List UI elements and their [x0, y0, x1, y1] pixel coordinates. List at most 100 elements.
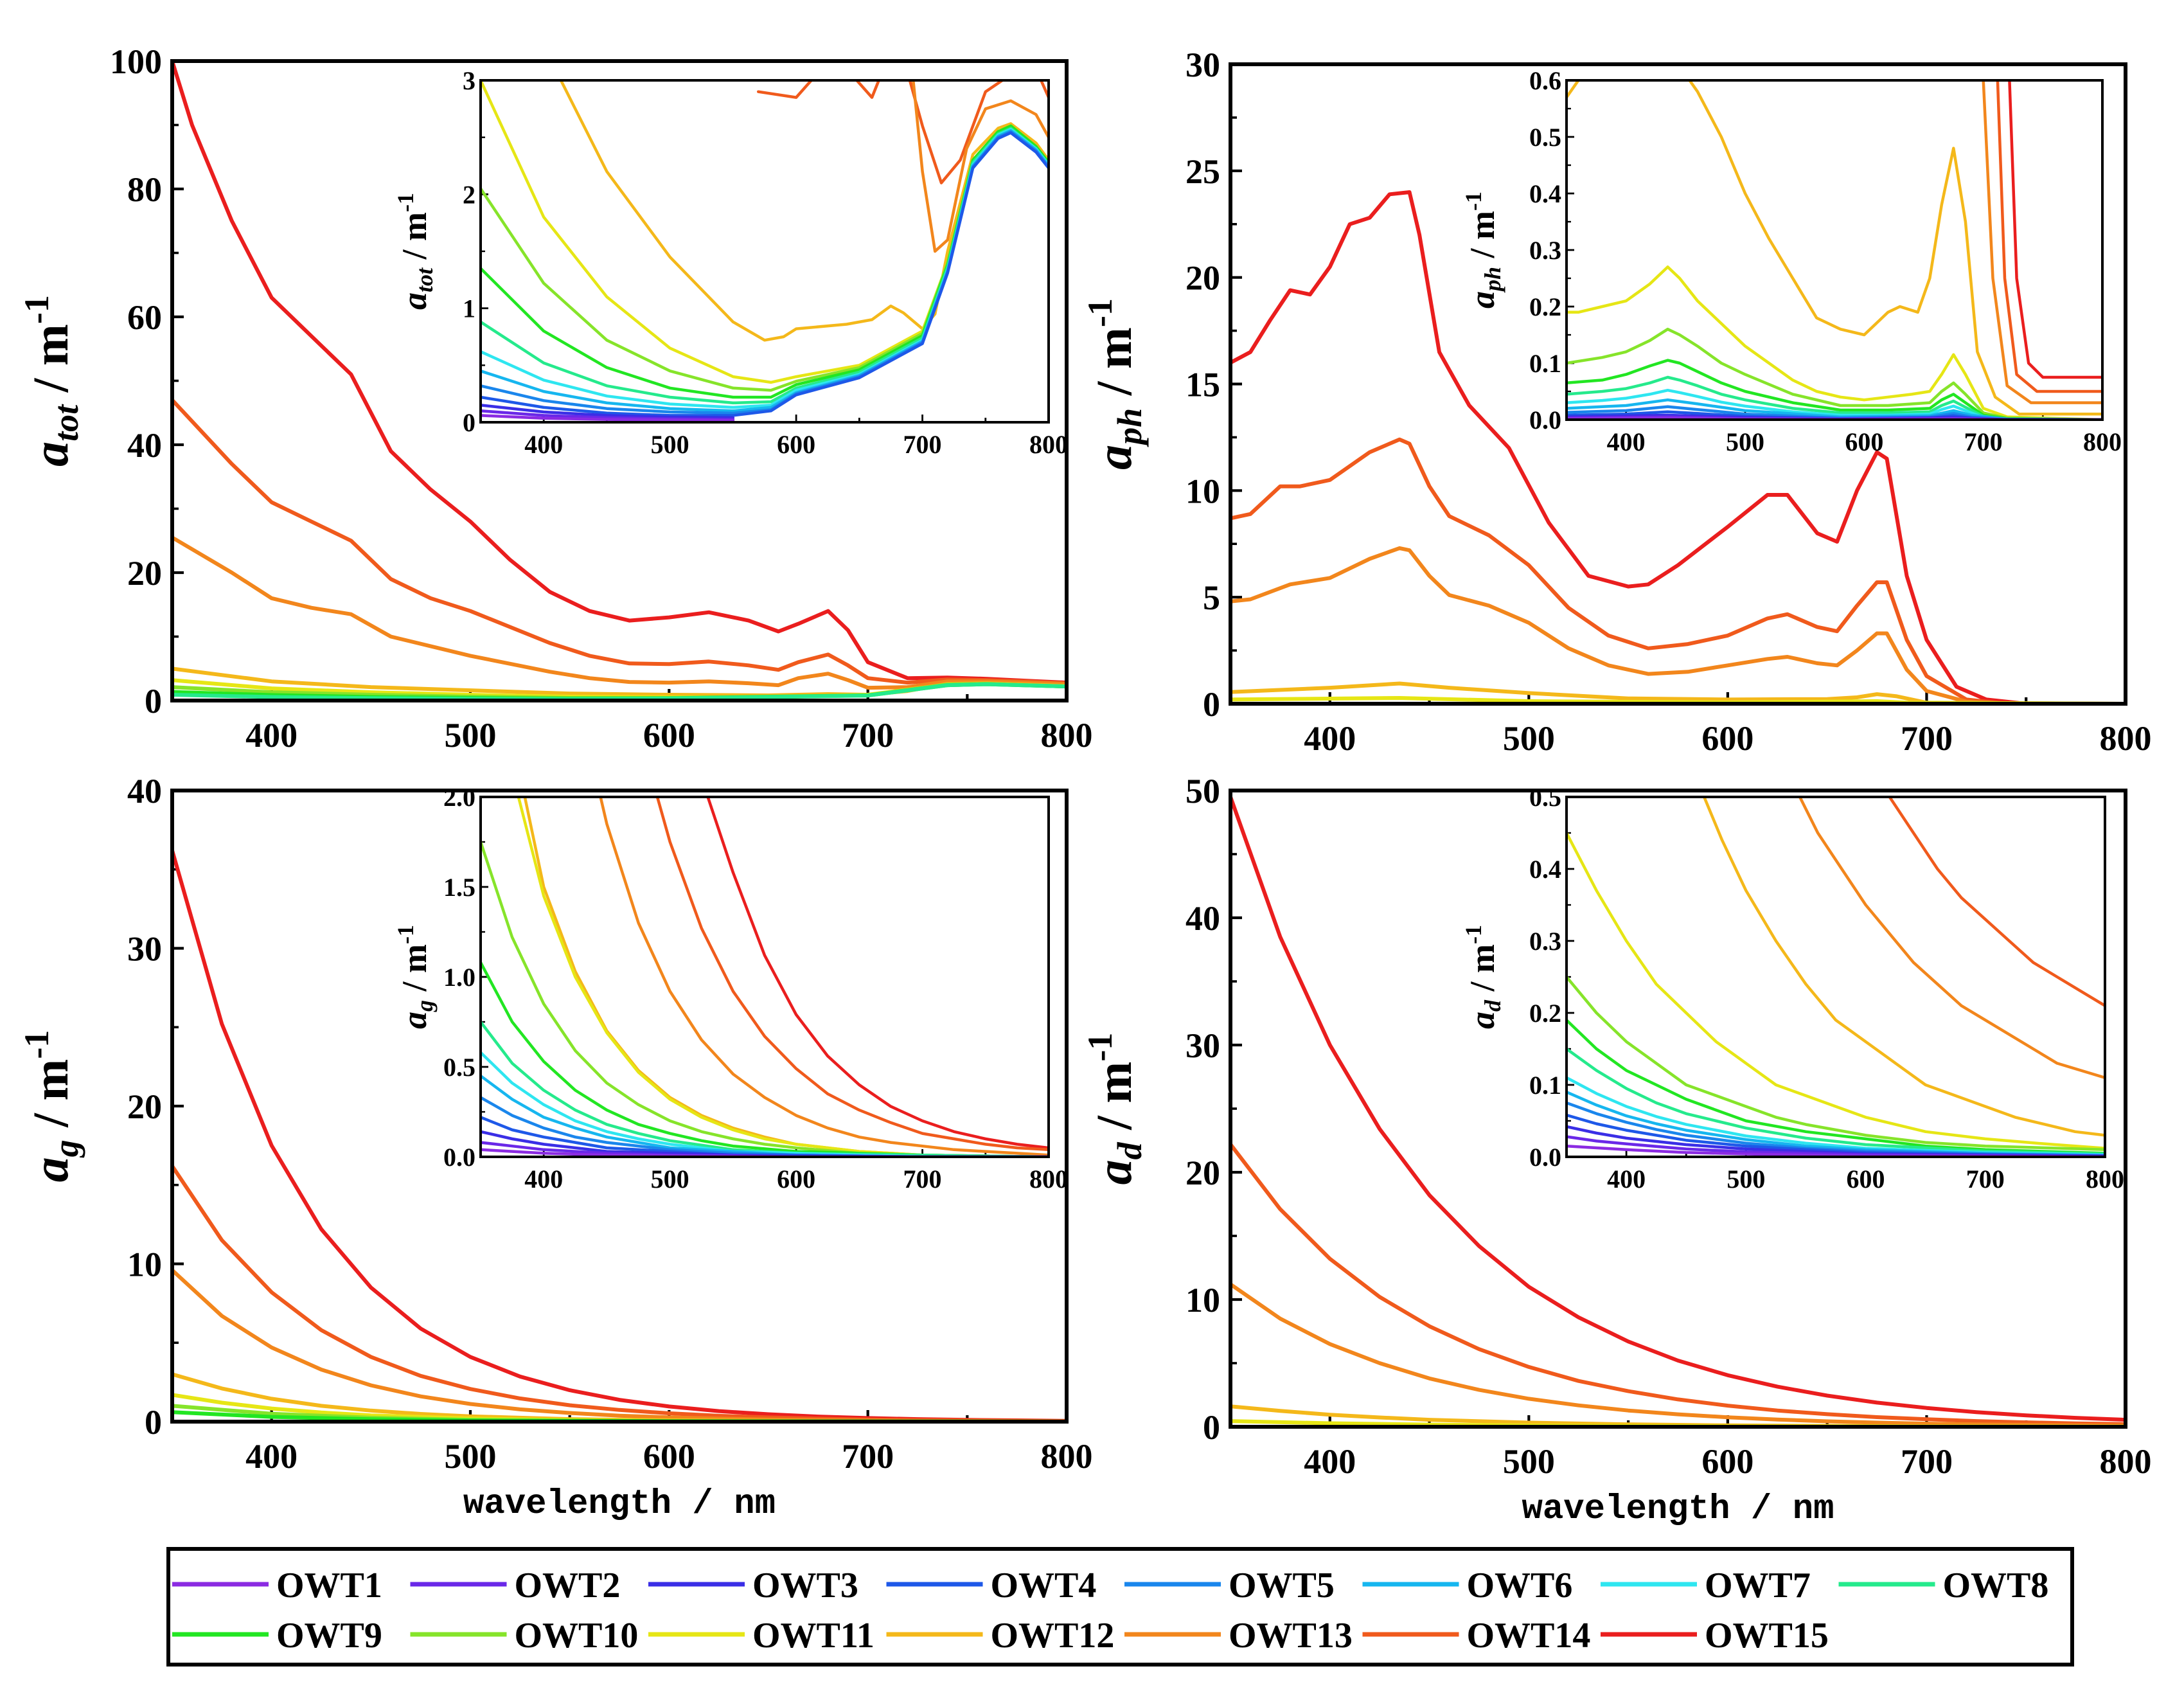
ag-inset-ytick-label: 0.5 — [443, 1053, 475, 1082]
legend-item-owt4: OWT4 — [886, 1566, 1097, 1605]
ag-main-xtick-label: 800 — [1041, 1437, 1093, 1476]
ag-inset-frame — [479, 796, 1050, 1158]
ag-main-ytick-label: 10 — [127, 1246, 162, 1284]
ag-inset-line-owt14 — [655, 797, 1049, 1152]
ad-inset-line-owt11 — [1567, 831, 2105, 1150]
atot-main-ylabel: atot / m-1 — [17, 295, 85, 467]
legend: OWT1 OWT2 OWT3 OWT4 OWT5 OWT6 OWT7 OWT8 OWT9 OWT1… — [166, 1547, 2074, 1667]
ag-inset-line-owt15 — [706, 797, 1049, 1150]
ad-main-xtick-label: 500 — [1503, 1442, 1555, 1481]
aph-inset-line-owt10 — [1567, 327, 2102, 420]
aph-main-xtick-label: 700 — [1901, 719, 1953, 758]
legend-label: OWT13 — [1229, 1616, 1353, 1656]
ag-main-xtick-label: 400 — [245, 1437, 297, 1476]
atot-inset-line-owt12 — [559, 80, 1049, 342]
aph-inset-ytick-label: 0.5 — [1529, 123, 1561, 152]
legend-item-owt15: OWT15 — [1601, 1616, 1829, 1656]
aph-inset-xtick-label: 700 — [1964, 427, 2003, 456]
ad-main-ytick-label: 0 — [1203, 1408, 1220, 1447]
ag-main-xtick-label: 500 — [445, 1437, 497, 1476]
atot-inset-xtick-label: 700 — [903, 430, 942, 459]
atot-inset-line-owt13 — [912, 80, 1049, 253]
atot-main-ytick-label: 100 — [110, 42, 162, 81]
ad-main-line-owt15 — [1230, 794, 2126, 1422]
aph-inset-line-owt9 — [1567, 359, 2102, 420]
atot-inset-ytick-label: 1 — [463, 294, 475, 323]
ag-inset-ytick-label: 1.5 — [443, 873, 475, 902]
legend-label: OWT8 — [1943, 1566, 2049, 1605]
ag-inset-line-owt2 — [481, 1141, 1049, 1157]
ad-inset-line-owt2 — [1567, 1135, 2105, 1157]
legend-item-owt11: OWT11 — [648, 1616, 874, 1656]
ag-inset-xtick-label: 500 — [651, 1165, 689, 1193]
atot-main-line-owt15 — [172, 61, 1067, 685]
legend-label: OWT11 — [752, 1616, 874, 1656]
aph-main-xtick-label: 400 — [1304, 719, 1356, 758]
legend-label: OWT5 — [1229, 1566, 1335, 1605]
panel-ad: 400 500 600 700 800 0 10 20 30 40 50 ad / m-1 wavele… — [1081, 772, 2152, 1529]
ad-inset-line-owt9 — [1567, 1018, 2105, 1155]
atot-inset-xtick-label: 400 — [524, 430, 563, 459]
legend-item-owt13: OWT13 — [1124, 1616, 1353, 1656]
aph-inset-line-owt14 — [1996, 80, 2102, 393]
panel-aph: 400 500 600 700 800 0 5 10 15 20 25 30 aph / m-1 400 5… — [1081, 46, 2152, 758]
legend-item-owt6: OWT6 — [1362, 1566, 1572, 1605]
ag-inset-line-owt13 — [599, 797, 1049, 1157]
atot-main-xtick-label: 600 — [643, 716, 695, 755]
ag-inset-line-owt11 — [517, 797, 1049, 1157]
ag-inset-xtick-label: 600 — [777, 1165, 815, 1193]
atot-inset-frame — [479, 79, 1050, 424]
aph-main-line-owt15 — [1230, 190, 2126, 704]
aph-inset-line-owt7 — [1567, 388, 2102, 420]
atot-inset-line-owt9 — [481, 124, 1049, 399]
legend-label: OWT4 — [991, 1566, 1097, 1605]
ad-inset-xtick-label: 700 — [1966, 1165, 2005, 1193]
legend-label: OWT15 — [1705, 1616, 1829, 1656]
atot-main-xtick-label: 500 — [445, 716, 497, 755]
ag-main-xlabel: wavelength / nm — [463, 1485, 776, 1524]
atot-inset-line-owt1 — [481, 414, 735, 422]
ad-main-ytick-label: 30 — [1185, 1026, 1220, 1065]
aph-main-ytick-label: 30 — [1185, 46, 1220, 84]
ad-inset-line-owt10 — [1567, 975, 2105, 1152]
aph-inset-series-group — [1567, 80, 2102, 420]
ag-inset-ytick-label: 2.0 — [443, 783, 475, 812]
atot-inset-xtick-label: 800 — [1029, 430, 1068, 459]
ad-main-ytick-label: 40 — [1185, 899, 1220, 938]
aph-main-xtick-label: 500 — [1503, 719, 1555, 758]
aph-inset-xtick-label: 800 — [2083, 427, 2122, 456]
atot-main-line-owt13 — [172, 535, 1067, 690]
legend-label: OWT9 — [276, 1616, 382, 1656]
aph-inset-line-owt12 — [1567, 80, 2102, 416]
atot-main-ytick-label: 80 — [127, 170, 162, 209]
atot-inset-xtick-label: 500 — [651, 430, 689, 459]
aph-inset: 400 500 600 700 800 0.0 0.1 0.2 0.3 0.4 0.5 0.6 aph … — [1460, 66, 2122, 456]
aph-inset-ytick-label: 0.4 — [1529, 179, 1561, 208]
legend-label: OWT1 — [276, 1566, 382, 1605]
ad-inset-line-owt8 — [1567, 1047, 2105, 1156]
ad-inset-ytick-label: 0.2 — [1529, 999, 1561, 1028]
aph-main-xtick-label: 600 — [1701, 719, 1753, 758]
atot-inset-xtick-label: 600 — [777, 430, 815, 459]
ad-main-frame — [1229, 789, 2127, 1429]
ag-main-frame — [170, 789, 1069, 1424]
ag-inset-ylabel: ag / m-1 — [393, 925, 438, 1029]
ad-main-xtick-label: 700 — [1901, 1442, 1953, 1481]
legend-frame — [166, 1547, 2074, 1667]
ag-main-ytick-label: 40 — [127, 772, 162, 810]
aph-main-xtick-label: 800 — [2100, 719, 2152, 758]
atot-main-xtick-label: 800 — [1041, 716, 1093, 755]
ag-main-ytick-label: 0 — [145, 1403, 162, 1442]
atot-inset-series-group — [481, 80, 1049, 422]
ad-inset-ytick-label: 0.0 — [1529, 1143, 1561, 1172]
ad-main-ylabel: ad / m-1 — [1081, 1033, 1149, 1185]
ag-inset-xtick-label: 400 — [524, 1165, 563, 1193]
atot-inset: 400 500 600 700 800 0 1 2 3 atot / m-1 — [393, 66, 1068, 459]
ag-inset-xtick-label: 800 — [1029, 1165, 1068, 1193]
legend-item-owt14: OWT14 — [1362, 1616, 1590, 1656]
aph-main-ytick-label: 10 — [1185, 472, 1220, 510]
aph-inset-line-owt11 — [1567, 265, 2102, 420]
ad-inset-xtick-label: 800 — [2086, 1165, 2124, 1193]
atot-main-ytick-label: 60 — [127, 298, 162, 337]
ad-main-xlabel: wavelength / nm — [1522, 1490, 1834, 1529]
